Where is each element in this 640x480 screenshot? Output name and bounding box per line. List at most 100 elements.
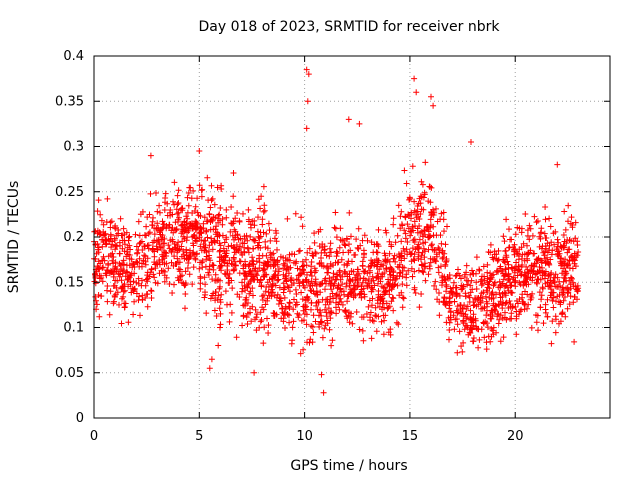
data-point — [175, 187, 182, 194]
data-point — [562, 226, 569, 233]
data-point — [372, 304, 379, 311]
data-point — [292, 210, 299, 217]
data-point — [366, 297, 373, 304]
data-point — [461, 271, 468, 278]
data-point — [358, 283, 365, 290]
data-point — [390, 215, 397, 222]
data-point — [179, 272, 185, 279]
data-point — [202, 263, 209, 270]
data-point — [252, 237, 259, 244]
data-point — [464, 322, 470, 329]
data-point — [501, 258, 507, 265]
data-point — [162, 249, 169, 256]
data-point — [371, 241, 378, 248]
data-point — [122, 300, 129, 307]
data-point — [172, 219, 179, 226]
data-point — [145, 275, 151, 282]
data-point — [428, 212, 435, 219]
data-point — [483, 303, 490, 310]
data-point — [505, 305, 512, 311]
data-point — [412, 290, 419, 296]
data-point — [218, 291, 225, 298]
data-point — [334, 273, 341, 280]
data-point — [455, 266, 461, 273]
data-point — [360, 314, 367, 321]
data-point — [409, 273, 416, 280]
data-point — [312, 249, 319, 256]
data-point — [524, 227, 531, 234]
data-point — [304, 339, 310, 346]
data-point — [263, 230, 270, 237]
data-point — [351, 252, 358, 258]
data-point — [570, 283, 577, 290]
data-point — [199, 186, 206, 193]
data-point — [461, 326, 468, 333]
data-point — [214, 277, 220, 284]
data-point — [96, 313, 103, 320]
data-point — [368, 262, 375, 269]
data-point — [166, 209, 173, 216]
data-point — [117, 242, 123, 249]
data-point — [141, 252, 148, 259]
data-point — [320, 389, 327, 396]
data-point — [349, 320, 356, 327]
data-point — [429, 246, 436, 253]
data-point — [411, 198, 418, 205]
data-point — [108, 218, 115, 225]
data-point — [170, 229, 177, 236]
data-point — [156, 257, 163, 264]
data-point — [174, 255, 181, 262]
data-point — [340, 249, 347, 256]
data-point — [535, 327, 541, 334]
data-point — [390, 274, 397, 281]
data-point — [299, 296, 306, 303]
data-point — [184, 194, 191, 201]
data-point — [227, 301, 234, 308]
data-point — [281, 294, 288, 301]
data-point — [183, 252, 190, 259]
data-point — [505, 277, 511, 284]
data-point — [574, 287, 581, 294]
data-point — [140, 257, 147, 264]
data-point — [142, 253, 149, 260]
data-point — [179, 238, 186, 245]
data-point — [100, 253, 107, 260]
data-point — [336, 306, 343, 313]
data-point — [337, 225, 344, 232]
data-point — [94, 230, 101, 237]
data-point — [196, 265, 203, 272]
data-point — [457, 302, 464, 309]
data-point — [395, 321, 402, 328]
data-point — [523, 263, 530, 270]
data-point — [316, 260, 323, 267]
data-point — [495, 268, 502, 275]
data-point — [553, 246, 560, 253]
data-point — [253, 314, 260, 321]
data-point — [401, 227, 408, 234]
data-point — [319, 244, 326, 251]
data-point — [367, 314, 373, 321]
data-point — [260, 208, 267, 215]
data-point — [420, 233, 427, 240]
data-point — [415, 267, 422, 274]
data-point — [259, 216, 266, 223]
data-point — [311, 280, 318, 287]
data-point — [196, 148, 203, 154]
data-point — [329, 337, 336, 344]
data-point — [512, 304, 519, 310]
data-point — [291, 296, 297, 303]
data-point — [160, 267, 167, 274]
data-point — [108, 244, 115, 251]
data-point — [548, 270, 555, 276]
data-point — [130, 286, 137, 293]
data-point — [215, 212, 222, 219]
data-point — [381, 317, 388, 324]
data-point — [174, 242, 181, 249]
data-point — [116, 250, 123, 257]
data-point — [303, 256, 309, 263]
data-point — [251, 369, 258, 376]
x-axis-label: GPS time / hours — [290, 458, 407, 474]
data-point — [243, 296, 250, 303]
data-point — [451, 298, 458, 305]
data-point — [180, 233, 187, 240]
